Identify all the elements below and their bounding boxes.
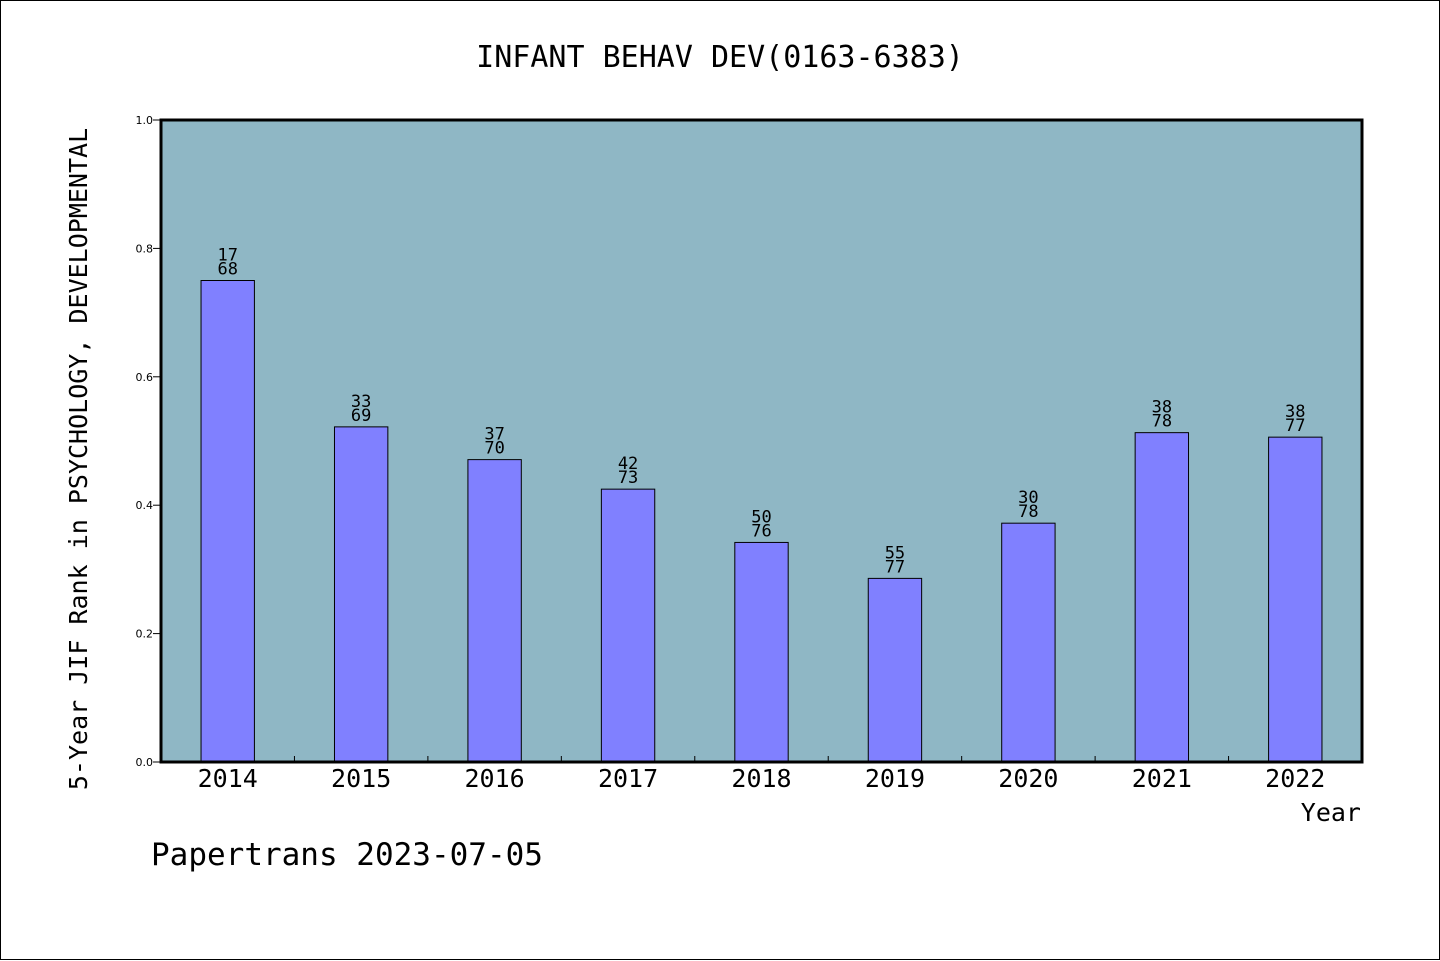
bar-label-bottom-2016: 70 [484, 439, 504, 459]
footer-text: Papertrans 2023-07-05 [151, 837, 543, 873]
chart-title: INFANT BEHAV DEV(0163-6383) [476, 40, 964, 75]
bar-2015 [333, 426, 389, 763]
x-tick-label-2019: 2019 [865, 764, 925, 793]
y-tick-label: 1.0 [136, 114, 154, 127]
bar-2019 [867, 577, 923, 763]
bar-2014 [200, 280, 255, 763]
bar-label-top-2016: 37 [484, 425, 504, 445]
y-tick-label: 0.8 [136, 242, 154, 255]
bar-label-bottom-2018: 76 [751, 521, 771, 541]
x-tick-label-2021: 2021 [1132, 764, 1192, 793]
bar-label-top-2017: 42 [618, 454, 638, 474]
x-tick-label-2014: 2014 [198, 764, 258, 793]
y-tick-label: 0.0 [136, 756, 154, 769]
bar-label-bottom-2015: 69 [351, 406, 371, 426]
bar-label-bottom-2019: 77 [885, 557, 905, 577]
x-tick-label-2015: 2015 [331, 764, 391, 793]
bar-label-bottom-2022: 77 [1285, 416, 1305, 436]
bar-label-top-2014: 17 [217, 246, 237, 266]
x-tick-label-2020: 2020 [998, 764, 1058, 793]
bar-label-bottom-2020: 78 [1018, 502, 1038, 522]
bar-label-bottom-2014: 68 [217, 260, 237, 280]
bar-2021 [1134, 432, 1190, 763]
y-tick-label: 0.6 [136, 371, 154, 384]
bar-2018 [734, 541, 789, 763]
y-tick-label: 0.4 [136, 499, 154, 512]
bar-label-top-2021: 38 [1152, 398, 1172, 418]
bar-label-bottom-2017: 73 [618, 468, 638, 488]
x-axis-label: Year [1301, 798, 1361, 827]
bar-label-top-2019: 55 [885, 543, 905, 563]
bar-label-bottom-2021: 78 [1152, 412, 1172, 432]
x-tick-label-2018: 2018 [731, 764, 791, 793]
bar-2022 [1268, 436, 1323, 763]
y-axis-label: 5-Year JIF Rank in PSYCHOLOGY, DEVELOPME… [64, 128, 93, 790]
bar-2016 [467, 459, 522, 763]
bar-label-top-2015: 33 [351, 392, 371, 412]
bar-2020 [1001, 522, 1056, 763]
y-tick-label: 0.2 [136, 628, 154, 641]
x-tick-label-2022: 2022 [1265, 764, 1325, 793]
x-tick-label-2017: 2017 [598, 764, 658, 793]
bar-2017 [600, 488, 656, 763]
bar-label-top-2020: 30 [1018, 488, 1038, 508]
bar-label-top-2022: 38 [1285, 402, 1305, 422]
axis-layer: 2014 2015 2016 2017 2018 2019 2020 2021 2022 0.0 0… [136, 114, 1326, 793]
bar-label-top-2018: 50 [751, 507, 771, 527]
plot-border [159, 118, 1364, 764]
x-tick-label-2016: 2016 [465, 764, 525, 793]
